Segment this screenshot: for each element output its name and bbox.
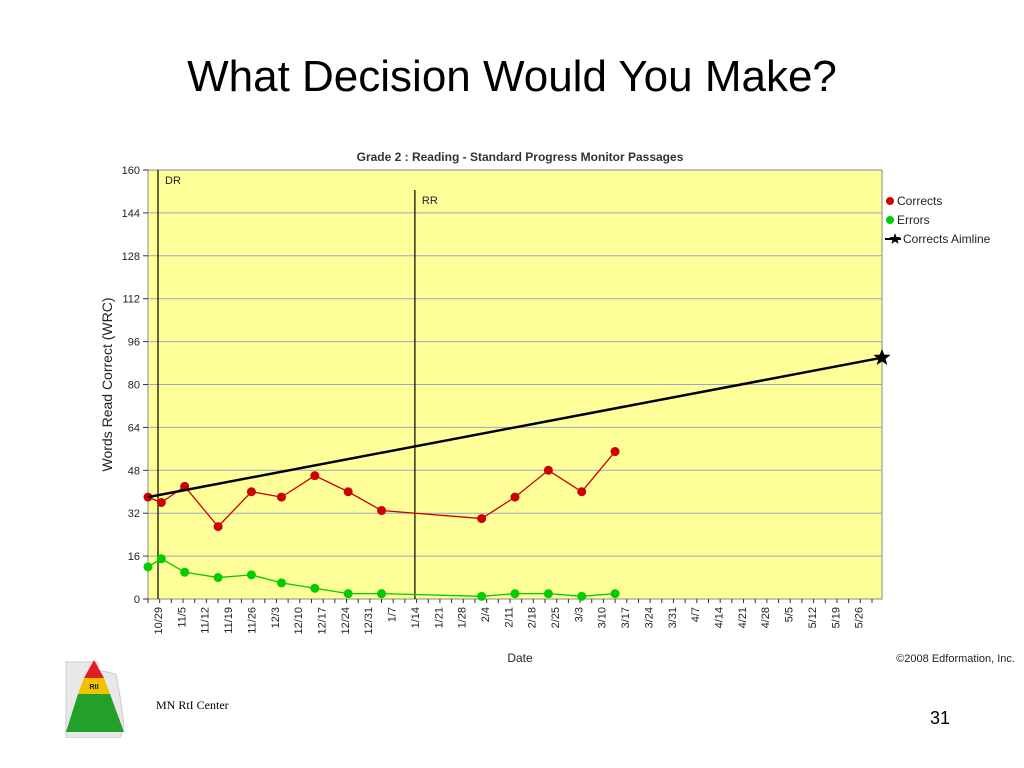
y-axis-label: Words Read Correct (WRC) <box>99 298 115 472</box>
x-tick-label: 10/29 <box>153 607 165 635</box>
legend-label-corrects: Corrects <box>897 194 942 208</box>
mn-rti-logo: RtI <box>58 656 128 743</box>
x-tick-label: 12/24 <box>340 607 352 635</box>
legend-star-icon <box>889 233 901 244</box>
x-tick-label: 12/3 <box>270 607 282 628</box>
x-tick-label: 5/26 <box>854 607 866 628</box>
corrects-point <box>246 487 256 497</box>
errors-point <box>377 589 387 599</box>
x-tick-label: 11/19 <box>223 607 235 634</box>
errors-point <box>577 591 587 601</box>
corrects-point <box>156 497 166 507</box>
errors-point <box>213 573 223 583</box>
y-tick-label: 48 <box>128 465 140 477</box>
corrects-aimline-star-marker <box>873 348 891 365</box>
logo-text: RtI <box>89 684 98 691</box>
footer-organization: MN RtI Center <box>156 698 229 712</box>
corrects-point <box>310 471 320 481</box>
errors-point <box>143 562 153 572</box>
x-tick-label: 2/18 <box>527 607 539 628</box>
x-tick-label: 11/12 <box>200 607 212 634</box>
y-tick-label: 160 <box>122 165 140 177</box>
x-tick-label: 4/21 <box>737 607 749 628</box>
corrects-point <box>577 487 587 497</box>
y-tick-label: 96 <box>128 337 140 349</box>
corrects-point <box>610 447 620 457</box>
legend-dot-icon <box>886 197 894 205</box>
copyright-text: ©2008 Edformation, Inc. <box>896 653 1015 665</box>
errors-point <box>310 583 320 593</box>
y-tick-label: 112 <box>122 294 140 306</box>
x-tick-label: 5/19 <box>830 607 842 628</box>
x-tick-label: 12/31 <box>363 607 375 635</box>
errors-point <box>610 589 620 599</box>
slide-title: What Decision Would You Make? <box>187 52 837 101</box>
x-tick-label: 11/26 <box>246 607 258 634</box>
y-tick-label: 16 <box>128 551 140 563</box>
errors-point <box>246 570 256 580</box>
x-axis-label: Date <box>507 651 533 665</box>
x-tick-label: 4/14 <box>714 607 726 628</box>
corrects-point <box>343 487 353 497</box>
y-tick-label: 128 <box>122 251 140 263</box>
x-tick-label: 12/17 <box>316 607 328 635</box>
legend-label-errors: Errors <box>897 213 930 227</box>
x-tick-label: 3/17 <box>620 607 632 628</box>
errors-point <box>510 589 520 599</box>
x-tick-label: 11/5 <box>176 607 188 628</box>
phase-label: RR <box>422 195 438 207</box>
x-tick-label: 1/7 <box>387 607 399 622</box>
y-tick-label: 64 <box>128 422 140 434</box>
corrects-aimline-line <box>147 356 883 499</box>
errors-point <box>477 591 487 601</box>
slide-number: 31 <box>930 708 951 728</box>
phase-label: DR <box>165 175 181 187</box>
errors-point <box>543 589 553 599</box>
x-tick-label: 5/12 <box>807 607 819 628</box>
x-tick-label: 3/10 <box>597 607 609 628</box>
y-tick-label: 32 <box>128 508 140 520</box>
x-tick-label: 4/28 <box>760 607 772 628</box>
errors-point <box>156 554 166 564</box>
y-tick-label: 0 <box>134 594 140 606</box>
chart-title: Grade 2 : Reading - Standard Progress Mo… <box>357 150 684 164</box>
y-tick-label: 144 <box>122 208 140 220</box>
x-tick-label: 12/10 <box>293 607 305 635</box>
corrects-line <box>147 451 616 528</box>
errors-point <box>276 578 286 588</box>
legend-label-corrects-aimline: Corrects Aimline <box>903 232 991 246</box>
x-tick-label: 3/3 <box>573 607 585 622</box>
legend-dot-icon <box>886 216 894 224</box>
y-tick-label: 80 <box>128 380 140 392</box>
x-tick-label: 1/21 <box>433 607 445 628</box>
corrects-point <box>477 514 487 524</box>
x-tick-label: 5/5 <box>784 607 796 622</box>
errors-line <box>147 558 616 597</box>
corrects-point <box>377 506 387 516</box>
x-tick-label: 3/24 <box>643 607 655 628</box>
x-tick-label: 2/4 <box>480 607 492 622</box>
x-tick-label: 1/28 <box>457 607 469 628</box>
errors-point <box>180 567 190 577</box>
corrects-point <box>276 492 286 502</box>
errors-point <box>343 589 353 599</box>
x-tick-label: 1/14 <box>410 607 422 628</box>
x-tick-label: 2/25 <box>550 607 562 628</box>
x-tick-label: 4/7 <box>690 607 702 622</box>
corrects-point <box>543 465 553 475</box>
x-tick-label: 3/31 <box>667 607 679 628</box>
x-tick-label: 2/11 <box>503 607 515 628</box>
corrects-point <box>510 492 520 502</box>
corrects-point <box>213 522 223 532</box>
